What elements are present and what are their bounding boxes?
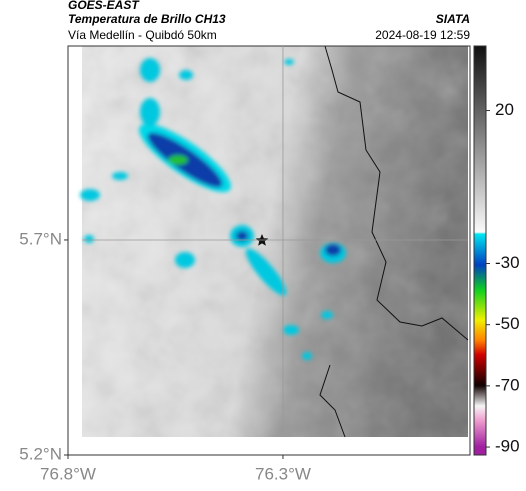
map-frame bbox=[67, 45, 471, 456]
x-tick-label: 76.3°W bbox=[255, 464, 311, 483]
route: Vía Medellín - Quibdó 50km bbox=[68, 28, 217, 42]
x-tick-label: 76.8°W bbox=[40, 464, 96, 483]
source: SIATA bbox=[436, 12, 470, 26]
satellite-image bbox=[80, 45, 469, 438]
product: Temperatura de Brillo CH13 bbox=[68, 12, 226, 26]
colorbar-label: -90 bbox=[495, 437, 520, 456]
colorbar-label: 20 bbox=[495, 100, 514, 119]
colorbar-label: -30 bbox=[495, 253, 520, 272]
y-tick-label: 5.2°N bbox=[19, 444, 62, 463]
colorbar-label: -70 bbox=[495, 375, 520, 394]
colorbar-label: -50 bbox=[495, 314, 520, 333]
colorbar bbox=[473, 45, 487, 456]
satellite: GOES-EAST bbox=[68, 0, 140, 12]
y-tick-label: 5.7°N bbox=[19, 229, 62, 248]
datetime: 2024-08-19 12:59 bbox=[375, 28, 470, 42]
